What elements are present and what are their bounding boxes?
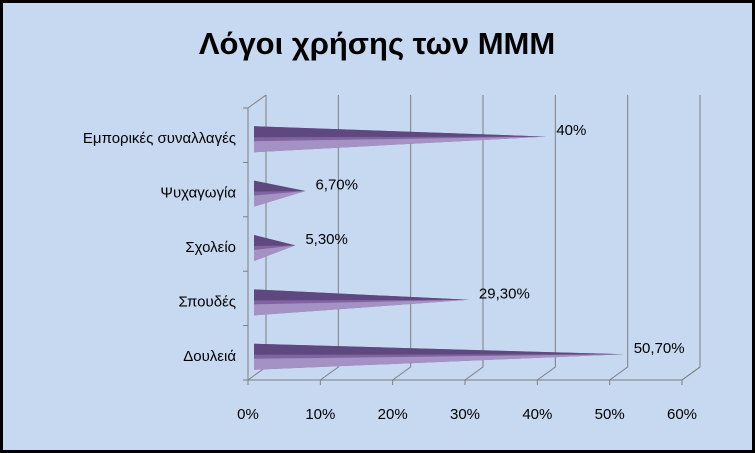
x-tick-label: 20%: [378, 406, 408, 423]
data-label: 50,70%: [634, 340, 685, 357]
grid-line: [537, 95, 556, 381]
data-label: 29,30%: [479, 285, 530, 302]
cone-shade: [254, 289, 469, 301]
cone-shade: [254, 343, 624, 355]
y-tick-label: Εμπορικές συναλλαγές: [83, 130, 236, 147]
cone: [254, 126, 547, 153]
grid-line: [320, 95, 339, 381]
cone-light: [254, 245, 296, 261]
cone-light: [254, 299, 469, 316]
x-tick-label: 40%: [522, 406, 552, 423]
data-label: 6,70%: [315, 177, 358, 194]
chart-title: Λόγοι χρήσης των ΜΜΜ: [199, 26, 555, 61]
cone-shade: [254, 180, 306, 192]
x-tick-label: 0%: [237, 406, 259, 423]
x-tick-label: 60%: [667, 406, 697, 423]
cone: [254, 343, 624, 370]
cone-light: [254, 191, 306, 207]
cone: [254, 235, 296, 261]
x-tick-label: 30%: [450, 406, 480, 423]
cone: [254, 289, 469, 316]
cone-shade: [254, 235, 296, 246]
cone-light: [254, 354, 624, 370]
grid-line: [609, 95, 629, 381]
cone-light: [254, 136, 547, 153]
cone: [254, 180, 306, 207]
grid-line: [464, 95, 484, 381]
x-tick-label: 50%: [595, 406, 625, 423]
data-label: 5,30%: [305, 231, 348, 248]
y-tick-label: Σχολείο: [185, 239, 236, 256]
y-tick-label: Δουλειά: [183, 348, 236, 365]
grid-line: [681, 95, 701, 381]
data-label: 40%: [556, 122, 586, 139]
cone-shade: [254, 126, 547, 138]
x-tick-label: 10%: [305, 406, 335, 423]
y-tick-label: Ψυχαγωγία: [160, 185, 236, 202]
grid-line: [392, 95, 412, 381]
y-tick-label: Σπουδές: [178, 293, 236, 310]
